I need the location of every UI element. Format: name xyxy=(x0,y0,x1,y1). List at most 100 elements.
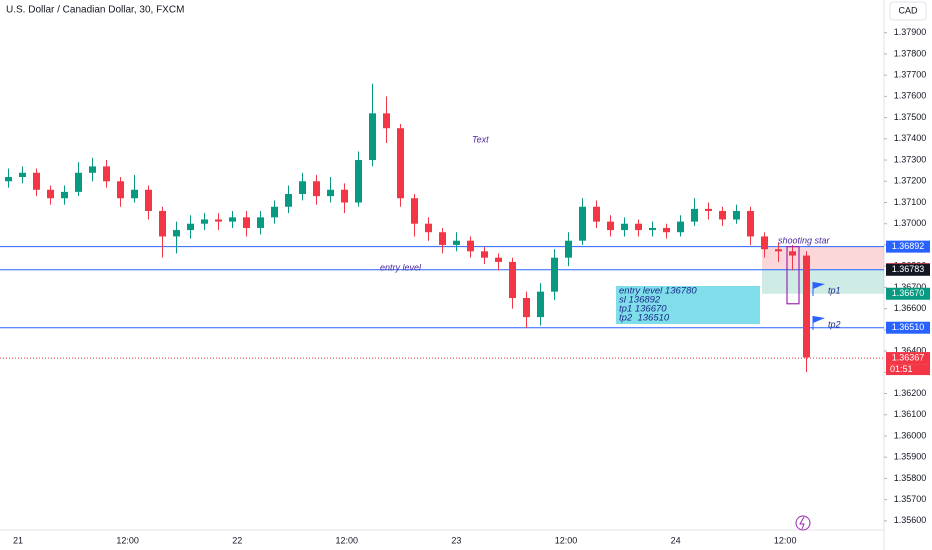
candle-body xyxy=(635,223,642,231)
candle-body xyxy=(733,210,740,220)
x-tick-label: 23 xyxy=(451,535,461,545)
note-line: tp2 136510 xyxy=(619,313,670,324)
candle-body xyxy=(103,166,110,182)
candle-body xyxy=(355,160,362,203)
flag xyxy=(813,282,825,289)
candle-body xyxy=(75,172,82,192)
y-tick-label: 1.37700 xyxy=(894,70,927,80)
level-price-label-bg xyxy=(886,321,930,334)
y-tick-label: 1.37100 xyxy=(894,197,927,207)
level-price-label: 1.36783 xyxy=(892,264,925,274)
countdown-bg xyxy=(886,364,930,376)
candle-body xyxy=(33,172,40,190)
candle-body xyxy=(47,189,54,199)
candle-body xyxy=(215,219,222,222)
y-tick-label: 1.35700 xyxy=(894,494,927,504)
y-tick-label: 1.36600 xyxy=(894,303,927,313)
candle-body xyxy=(89,166,96,173)
candle-body xyxy=(313,181,320,197)
y-tick-label: 1.35900 xyxy=(894,452,927,462)
note-line: sl 136892 xyxy=(619,295,661,306)
candle-body xyxy=(159,210,166,237)
annotation-entry: entry level xyxy=(380,262,422,272)
level-price-label: 1.36892 xyxy=(892,241,925,251)
event-bolt xyxy=(799,516,805,530)
candle-body xyxy=(775,249,782,252)
y-tick-label: 1.37200 xyxy=(894,176,927,186)
candle-body xyxy=(229,217,236,222)
x-tick-label: 12:00 xyxy=(116,535,139,545)
candle-body xyxy=(411,198,418,224)
candle-body xyxy=(61,191,68,199)
candle-body xyxy=(327,189,334,197)
last-price-label-bg xyxy=(886,352,930,365)
x-tick-label: 24 xyxy=(671,535,681,545)
candle-body xyxy=(761,236,768,250)
currency-button[interactable] xyxy=(889,1,927,21)
candle-body xyxy=(537,291,544,318)
target-price-label-bg xyxy=(886,287,930,300)
y-tick-label: 1.35600 xyxy=(894,515,927,525)
y-tick-label: 1.37300 xyxy=(894,154,927,164)
level-price-label-bg xyxy=(886,263,930,276)
y-tick-label: 1.36100 xyxy=(894,409,927,419)
note-line: tp1 136670 xyxy=(619,304,667,315)
candle-body xyxy=(117,181,124,199)
candle-body xyxy=(691,208,698,222)
candle-body xyxy=(509,261,516,299)
y-tick-label: 1.37800 xyxy=(894,48,927,58)
chart-title: U.S. Dollar / Canadian Dollar, 30, FXCM xyxy=(6,5,184,16)
flag-label: tp1 xyxy=(828,285,841,295)
countdown: 01:51 xyxy=(890,364,913,374)
candle-body xyxy=(299,181,306,195)
candle-body xyxy=(271,206,278,218)
flag-label: tp2 xyxy=(828,319,841,329)
flag xyxy=(813,316,825,323)
candle-body xyxy=(187,223,194,231)
candle-body xyxy=(677,221,684,233)
candle-body xyxy=(551,257,558,292)
candle-body xyxy=(523,298,530,318)
candle-body xyxy=(705,208,712,211)
candle-body xyxy=(481,251,488,258)
candle-body xyxy=(397,128,404,199)
candle-body xyxy=(131,189,138,199)
y-tick-label: 1.37900 xyxy=(894,27,927,37)
level-price-label-bg xyxy=(886,240,930,253)
x-tick-label: 12:00 xyxy=(774,535,797,545)
y-tick-label: 1.37500 xyxy=(894,112,927,122)
candle-body xyxy=(425,223,432,233)
candle-body xyxy=(719,210,726,220)
candle-body xyxy=(201,219,208,224)
candle-body xyxy=(341,189,348,203)
event-icon[interactable] xyxy=(795,515,811,531)
candle-body xyxy=(383,113,390,129)
currency-label: CAD xyxy=(898,5,918,15)
y-tick-label: 1.36000 xyxy=(894,430,927,440)
candle-body xyxy=(285,194,292,207)
y-tick-label: 1.36200 xyxy=(894,388,927,398)
candle-body xyxy=(467,240,474,252)
candle-body xyxy=(789,251,796,256)
candle-body xyxy=(495,257,502,262)
y-tick-label: 1.37400 xyxy=(894,133,927,143)
candle-body xyxy=(593,206,600,222)
note-line: entry level 136780 xyxy=(619,286,697,297)
candle-body xyxy=(369,113,376,161)
note-box xyxy=(616,286,760,324)
candle-body xyxy=(173,230,180,237)
candle-body xyxy=(19,172,26,178)
y-tick-label: 1.37000 xyxy=(894,218,927,228)
candle-body xyxy=(453,240,460,245)
x-tick-label: 12:00 xyxy=(336,535,359,545)
level-price-label: 1.36510 xyxy=(892,322,925,332)
x-tick-label: 12:00 xyxy=(555,535,578,545)
x-tick-label: 21 xyxy=(13,535,23,545)
candle-body xyxy=(565,240,572,258)
candle-body xyxy=(803,255,810,358)
target-zone xyxy=(762,269,884,294)
candle-body xyxy=(621,223,628,231)
annotation-text: Text xyxy=(472,134,489,144)
candle-body xyxy=(607,221,614,231)
